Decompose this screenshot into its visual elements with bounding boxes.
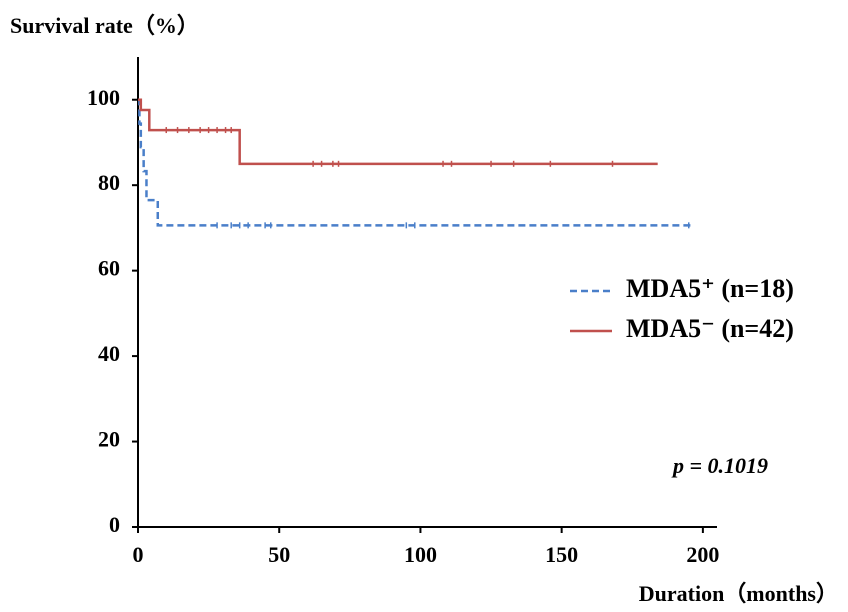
x-tick-label: 200 — [686, 542, 719, 567]
y-tick-label: 100 — [87, 85, 120, 110]
p-value: p = 0.1019 — [671, 453, 768, 478]
y-axis-label: Survival rate（%） — [10, 13, 199, 38]
legend-label: MDA5⁻ (n=42) — [626, 314, 794, 343]
x-tick-label: 100 — [404, 542, 437, 567]
survival-curve — [138, 98, 658, 166]
x-axis-label: Duration（months） — [639, 581, 838, 606]
y-tick-label: 0 — [109, 512, 120, 537]
x-tick-label: 150 — [545, 542, 578, 567]
legend-label: MDA5⁺ (n=18) — [626, 274, 794, 303]
x-tick-label: 50 — [268, 542, 290, 567]
y-tick-label: 20 — [98, 427, 120, 452]
y-tick-label: 80 — [98, 170, 120, 195]
x-tick-label: 0 — [133, 542, 144, 567]
y-tick-label: 60 — [98, 256, 120, 281]
y-tick-label: 40 — [98, 341, 120, 366]
survival-curve — [138, 98, 692, 227]
